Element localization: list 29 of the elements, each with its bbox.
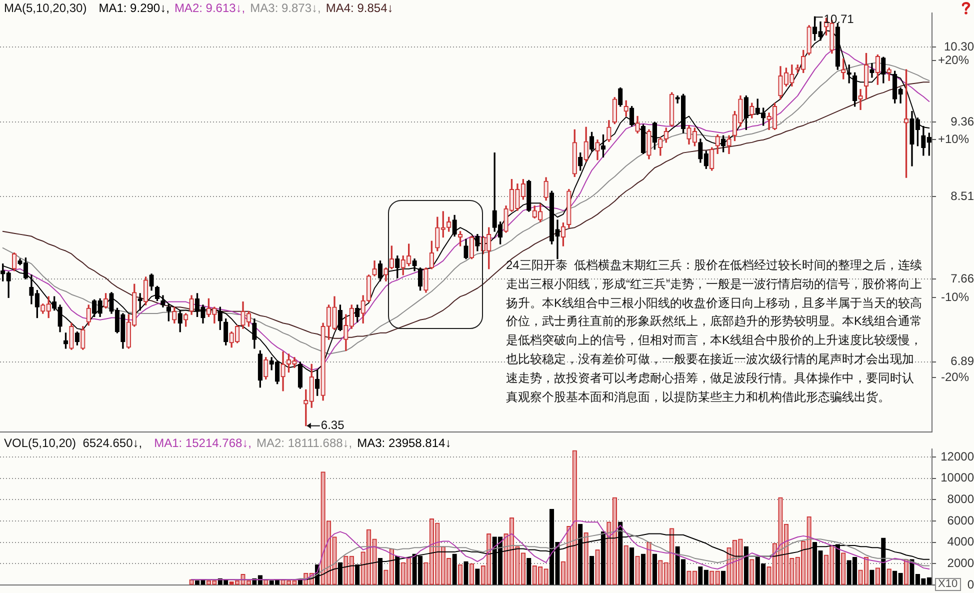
annotation: 10.71 bbox=[824, 12, 854, 26]
y-tick-label: 10000 bbox=[940, 470, 974, 485]
y2-tick-label: +10% bbox=[938, 132, 970, 146]
text: MA3: 23958.814↓ bbox=[357, 436, 452, 450]
y-tick-label: 6.89 bbox=[950, 354, 974, 368]
legend-title: MA(5,10,20,30) bbox=[4, 1, 87, 15]
y-tick-label: 8000 bbox=[947, 492, 974, 506]
y-tick-label: 0 bbox=[967, 577, 974, 592]
y2-tick-label: -10% bbox=[940, 290, 970, 304]
y-tick-label: 12000 bbox=[940, 449, 974, 464]
y-tick-label: 10.30 bbox=[944, 40, 974, 54]
y-tick-label: 4000 bbox=[947, 534, 974, 549]
y2-tick-label: -20% bbox=[940, 370, 970, 384]
annotation: 24三阳开泰 低档横盘末期红三兵：股价在低档经过较长时间的整理之后，连续走出三根小阳线，形成“红三兵”走势，一般是一波行情启动的信号，股价将向上扬升。本K线组合中三根小阳线的收盘价逐日向上移动，且多半属于当天的较高价位，武士勇往直前的形象跃然纸上，底部趋升的形势较明显。本K线组合通常是低档突破向上的信号，但相对而言，本K线组合中股价的上升速度比较缓慢，也比较稳定，没有差价可做，一般要在接近一波次级行情的尾声时才会出现加速走势，故投资者可以考虑耐心捂筹，做足波段行情。具体操作中，要同时认真观察个股基本面和消息面，以提防某些主力和机构借此形态骗线出货。 bbox=[506, 257, 924, 406]
y-tick-label: 9.36 bbox=[950, 114, 974, 128]
y-tick-label: 2000 bbox=[947, 556, 974, 570]
text: MA1: 15214.768↓, bbox=[154, 436, 252, 450]
text: MA4: 9.854↓ bbox=[326, 1, 394, 15]
text: MA2: 18111.688↓, bbox=[256, 436, 352, 450]
text: MA2: 9.613↓, bbox=[174, 1, 246, 15]
text: MA1: 9.290↓, bbox=[98, 1, 170, 15]
text: X10 bbox=[935, 578, 961, 591]
y2-tick-label: +20% bbox=[938, 52, 970, 67]
y-tick-label: 8.51 bbox=[950, 188, 974, 203]
y-tick-label: 7.66 bbox=[950, 271, 974, 286]
annotation: 6.35 bbox=[320, 418, 345, 432]
legend-title: VOL(5,10,20) 6524.650↓, bbox=[4, 436, 142, 450]
text: MA3: 9.873↓, bbox=[250, 1, 321, 15]
y-tick-label: 6000 bbox=[947, 513, 974, 528]
